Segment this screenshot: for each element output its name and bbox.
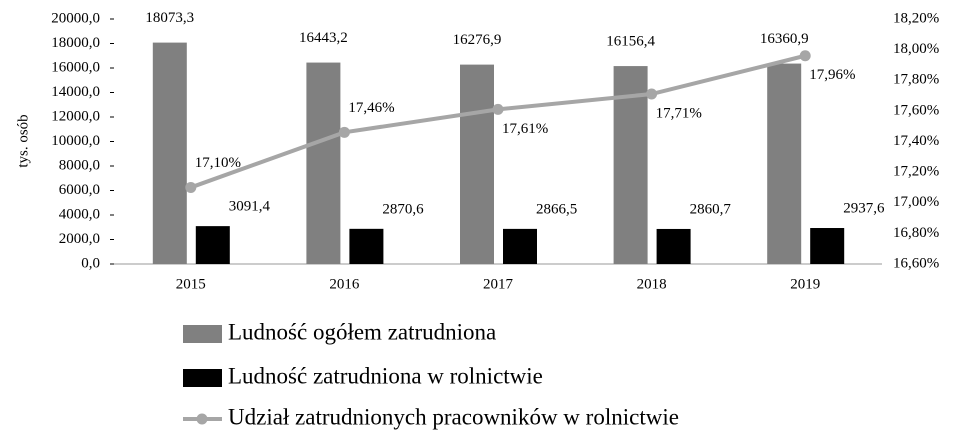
y-tick-label: 20000,0 [51,10,100,26]
x-tick-label: 2019 [790,276,820,292]
line-marker [799,50,811,62]
bar [306,62,341,264]
y-tick-label: 12000,0 [51,108,100,124]
x-tick-label: 2016 [329,276,360,292]
bar [656,228,691,264]
y2-tick-label: 17,80% [893,72,939,88]
bar [460,64,494,264]
y2-tick-label: 17,60% [893,102,939,118]
bar [349,228,384,264]
data-label: 2937,6 [843,200,885,216]
data-label: 16443,2 [299,30,348,46]
data-label: 2870,6 [382,201,424,217]
legend-swatch [183,369,222,387]
line-marker [646,88,658,100]
legend-label: Ludność zatrudniona w rolnictwie [228,363,543,388]
bar [152,42,187,264]
y2-tick-label: 17,00% [893,194,939,210]
data-label: 16156,4 [606,34,655,50]
x-tick-label: 2018 [637,276,667,292]
data-label: 18073,3 [145,10,194,26]
y-tick-label: 4000,0 [59,206,100,222]
y2-tick-label: 17,20% [893,164,939,180]
line-marker [492,103,504,115]
legend-swatch [196,413,208,425]
line [190,53,806,190]
data-label: 2866,5 [536,201,577,217]
y-tick-label: 14000,0 [51,84,100,100]
y-tick-label: 6000,0 [59,182,100,198]
y-tick-label: 16000,0 [51,59,100,75]
y-tick-label: 2000,0 [59,231,100,247]
y2-tick-label: 18,20% [893,10,939,26]
y-tick-label: 18000,0 [51,35,100,51]
data-label: 17,71% [656,105,702,121]
x-tick-label: 2017 [483,276,514,292]
y-tick-label: 0,0 [81,255,100,271]
data-label: 17,46% [348,100,394,116]
legend-label: Udział zatrudnionych pracowników w rolni… [228,404,679,429]
y2-tick-label: 16,60% [893,255,939,271]
y2-tick-label: 17,40% [893,133,939,149]
y-tick-label: 8000,0 [59,157,100,173]
data-label: 16276,9 [453,32,502,48]
x-tick-label: 2015 [176,276,206,292]
data-label: 16360,9 [760,31,809,47]
bar [810,228,845,264]
bar [767,63,802,264]
legend-swatch [183,325,222,343]
bar [195,226,230,264]
data-label: 17,10% [195,155,241,171]
data-label: 17,96% [809,67,855,83]
data-label: 2860,7 [690,201,732,217]
y-axis-label: tys. osób [15,114,31,167]
y-tick-label: 10000,0 [51,133,100,149]
data-label: 3091,4 [229,199,271,215]
legend-label: Ludność ogółem zatrudniona [228,319,496,344]
y2-tick-label: 18,00% [893,41,939,57]
line-marker [338,126,350,138]
data-label: 17,61% [502,121,548,137]
line-marker [185,181,197,193]
bar [503,228,537,264]
y2-tick-label: 16,80% [893,225,939,241]
